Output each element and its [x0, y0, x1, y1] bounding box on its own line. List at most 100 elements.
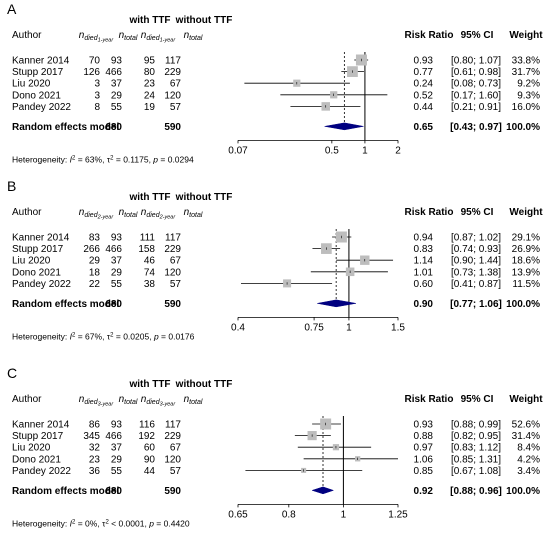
study-risk-ratio: 0.93 [414, 420, 434, 431]
summary-label: Random effects model [12, 486, 119, 497]
total-with-ttf: 466 [105, 67, 122, 78]
summary-diamond [317, 299, 357, 308]
events-without-ttf: 90 [144, 454, 156, 465]
events-without-ttf: 38 [144, 279, 156, 290]
study-author: Pandey 2022 [12, 102, 71, 113]
study-ci: [0.17; 1.60] [451, 90, 501, 101]
study-ci: [0.74; 0.93] [451, 244, 501, 255]
total-without-ttf: 120 [164, 267, 181, 278]
x-axis-tick-label: 0.07 [228, 145, 248, 156]
study-risk-ratio: 1.01 [414, 267, 434, 278]
events-with-ttf: 126 [83, 67, 100, 78]
events-without-ttf: 116 [139, 420, 155, 431]
study-author: Stupp 2017 [12, 244, 64, 255]
study-row: Kanner 2014 70 93 95 117 0.93 [0.80; 1.07] 33.8… [12, 54, 540, 67]
summary-total-without-ttf: 590 [164, 122, 181, 133]
summary-ci: [0.77; 1.06] [450, 299, 502, 310]
total-without-ttf: 57 [170, 102, 182, 113]
study-weight: 18.6% [512, 256, 540, 267]
events-with-ttf: 83 [89, 233, 101, 244]
summary-weight: 100.0% [506, 122, 540, 133]
study-ci: [0.08; 0.73] [451, 79, 501, 90]
total-with-ttf: 55 [111, 466, 123, 477]
x-axis-tick-label: 0.75 [304, 322, 324, 333]
column-header-risk-ratio: Risk Ratio [405, 30, 454, 41]
study-row: Liu 2020 3 37 23 67 0.24 [0.08; 0.73] 9.2% [12, 79, 540, 90]
study-ci: [0.83; 1.12] [451, 443, 501, 454]
events-without-ttf: 158 [138, 244, 155, 255]
study-row: Stupp 2017 126 466 80 229 0.77 [0.61; 0.98] 31.… [12, 66, 540, 78]
events-with-ttf: 29 [89, 256, 101, 267]
total-without-ttf: 57 [170, 466, 182, 477]
study-weight: 33.8% [512, 56, 540, 67]
summary-diamond [311, 486, 335, 495]
column-header-total-with: ntotal [119, 30, 138, 42]
column-header-weight: Weight [509, 207, 543, 218]
study-row: Pandey 2022 22 55 38 57 0.60 [0.41; 0.87] 11.5% [12, 279, 540, 290]
total-without-ttf: 117 [165, 420, 181, 431]
column-header-risk-ratio: Risk Ratio [405, 394, 454, 405]
study-risk-ratio: 0.24 [414, 79, 434, 90]
events-without-ttf: 74 [144, 267, 156, 278]
study-row: Kanner 2014 86 93 116 117 0.93 [0.88; 0.99] 52.… [12, 418, 540, 431]
summary-ci: [0.88; 0.96] [450, 486, 502, 497]
total-with-ttf: 55 [111, 279, 123, 290]
heterogeneity-statistics: Heterogeneity: I2 = 67%, τ2 = 0.0205, p … [12, 331, 195, 341]
x-axis-tick-label: 0.4 [231, 322, 245, 333]
study-author: Pandey 2022 [12, 466, 71, 477]
study-risk-ratio: 0.44 [414, 102, 434, 113]
study-weight: 9.2% [517, 79, 540, 90]
column-header-total-with: ntotal [119, 394, 138, 406]
total-with-ttf: 93 [111, 420, 123, 431]
study-row: Dono 2021 18 29 74 120 1.01 [0.73; 1.38] 13.9% [12, 267, 540, 278]
study-author: Pandey 2022 [12, 279, 71, 290]
study-weight: 13.9% [512, 267, 540, 278]
column-header-events-with: ndied2-year [79, 207, 115, 221]
events-with-ttf: 345 [83, 431, 100, 442]
summary-total-without-ttf: 590 [164, 486, 181, 497]
study-author: Kanner 2014 [12, 233, 70, 244]
study-weight: 3.4% [517, 466, 540, 477]
total-without-ttf: 229 [164, 67, 181, 78]
column-header-total-without: ntotal [184, 30, 203, 42]
study-risk-ratio: 0.60 [414, 279, 434, 290]
group-header-without-ttf: without TTF [175, 379, 233, 390]
x-axis-tick-label: 0.8 [282, 509, 296, 520]
total-without-ttf: 67 [170, 256, 182, 267]
events-without-ttf: 19 [144, 102, 156, 113]
group-header-with-ttf: with TTF [128, 15, 170, 26]
column-header-ci: 95% CI [461, 394, 494, 405]
events-with-ttf: 8 [94, 102, 100, 113]
events-with-ttf: 36 [89, 466, 101, 477]
column-header-author: Author [12, 394, 42, 405]
events-without-ttf: 46 [144, 256, 156, 267]
summary-total-without-ttf: 590 [164, 299, 181, 310]
study-ci: [0.88; 0.99] [451, 420, 501, 431]
study-row: Pandey 2022 8 55 19 57 0.44 [0.21; 0.91] 16.0% [12, 102, 540, 113]
x-axis-tick-label: 1 [341, 509, 347, 520]
total-with-ttf: 37 [111, 443, 123, 454]
study-author: Kanner 2014 [12, 56, 70, 67]
events-with-ttf: 32 [89, 443, 101, 454]
summary-weight: 100.0% [506, 299, 540, 310]
summary-total-with-ttf: 680 [105, 122, 122, 133]
study-weight: 11.5% [512, 279, 540, 290]
study-author: Kanner 2014 [12, 420, 70, 431]
study-ci: [0.61; 0.98] [451, 67, 501, 78]
total-with-ttf: 29 [111, 454, 123, 465]
summary-weight: 100.0% [506, 486, 540, 497]
study-ci: [0.90; 1.44] [451, 256, 501, 267]
study-ci: [0.82; 0.95] [451, 431, 501, 442]
events-with-ttf: 23 [89, 454, 101, 465]
panel-label: C [7, 365, 17, 381]
study-row: Stupp 2017 266 466 158 229 0.83 [0.74; 0.93] 26… [12, 243, 540, 255]
study-ci: [0.87; 1.02] [451, 233, 501, 244]
study-weight: 31.4% [512, 431, 540, 442]
total-with-ttf: 37 [111, 79, 123, 90]
